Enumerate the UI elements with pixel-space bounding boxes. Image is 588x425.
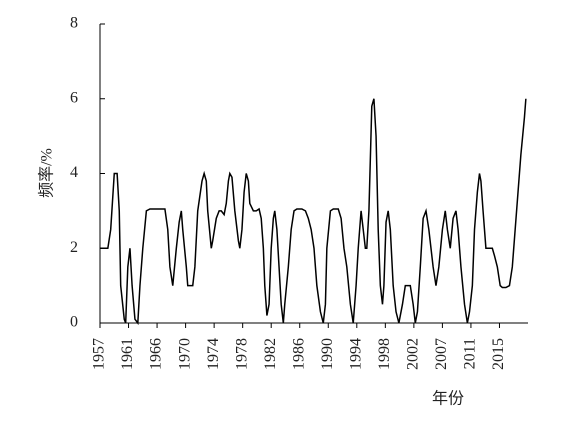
x-tick-label: 1961	[119, 338, 136, 370]
x-tick-label: 1990	[319, 338, 336, 370]
y-tick-label: 6	[70, 89, 78, 106]
x-axis-label: 年份	[432, 390, 464, 408]
x-tick-label: 1986	[290, 338, 307, 370]
x-tick-label: 1957	[91, 338, 108, 370]
x-tick-label: 1970	[176, 338, 193, 370]
x-tick-label: 2002	[405, 338, 422, 370]
x-tick-label: 1982	[262, 338, 279, 370]
y-tick-label: 4	[70, 164, 78, 181]
x-tick-label: 1966	[148, 338, 165, 370]
x-tick-label: 1974	[205, 338, 222, 370]
y-tick-label: 8	[70, 15, 78, 32]
y-axis-label: 频率/%	[38, 148, 56, 198]
x-tick-label: 1978	[233, 338, 250, 370]
x-tick-label: 1998	[376, 338, 393, 370]
y-tick-label: 2	[70, 239, 78, 256]
y-tick-label: 0	[70, 314, 78, 331]
line	[100, 98, 527, 326]
x-tick-label: 2015	[490, 338, 507, 370]
x-tick-label: 1994	[347, 338, 364, 370]
x-tick-label: 2007	[433, 338, 450, 370]
x-tick-label: 2011	[462, 338, 479, 369]
